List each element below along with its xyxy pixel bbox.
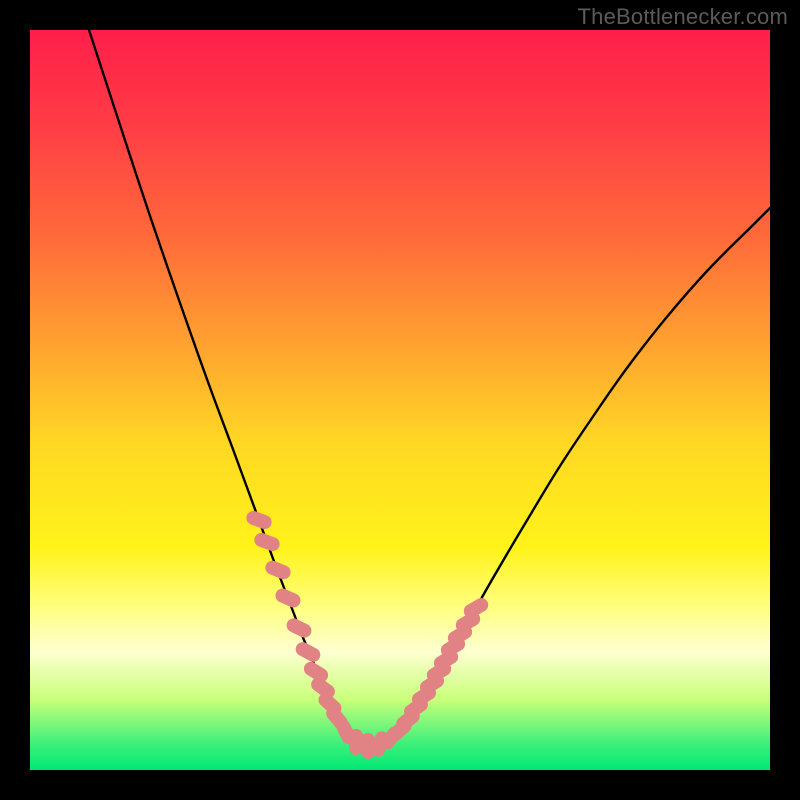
marker-point: [349, 729, 363, 755]
watermark-text: TheBottlenecker.com: [578, 4, 788, 30]
plot-background: [30, 30, 770, 770]
chart-frame: TheBottlenecker.com: [0, 0, 800, 800]
plot-svg: [30, 30, 770, 770]
plot-container: [30, 30, 770, 770]
